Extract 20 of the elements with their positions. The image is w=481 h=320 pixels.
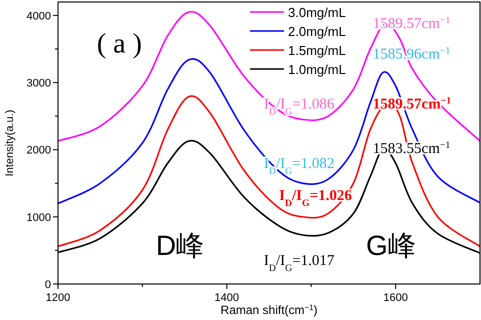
annotation: D峰 xyxy=(156,230,204,262)
legend-label: 3.0mg/mL xyxy=(288,5,346,20)
annotation: G峰 xyxy=(366,230,416,262)
y-tick-label: 1000 xyxy=(26,212,51,224)
y-axis-title: Intensity(a.u.) xyxy=(4,110,16,176)
x-tick-label: 1200 xyxy=(46,292,70,304)
y-tick-label: 3000 xyxy=(26,78,51,90)
x-tick-label: 1400 xyxy=(214,292,240,304)
x-tick-label: 1600 xyxy=(383,292,408,304)
y-tick-label: 4000 xyxy=(26,10,51,22)
annotation: ( a ) xyxy=(96,28,142,60)
legend-label: 1.5mg/mL xyxy=(288,43,346,58)
y-tick-label: 0 xyxy=(44,279,51,291)
annotation: 1589.57cm$^{−1}$ xyxy=(372,14,450,32)
legend-label: 2.0mg/mL xyxy=(288,24,346,39)
legend-label: 1.0mg/mL xyxy=(288,62,346,77)
x-axis-title: Raman shift(cm$^{−1}$) xyxy=(220,302,318,317)
annotation: I$_{D}$/I$_{G}$=1.082 xyxy=(264,156,334,177)
y-tick-label: 2000 xyxy=(26,144,51,157)
annotation: I$_{D}$/I$_{G}$=1.017 xyxy=(264,253,335,274)
